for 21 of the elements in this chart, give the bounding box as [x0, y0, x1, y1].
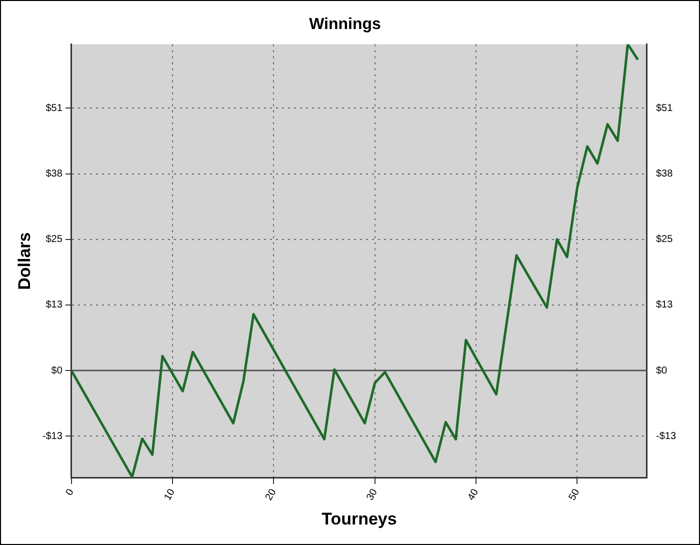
y2-tick-label: $13: [656, 300, 674, 311]
x-tick-label: 0: [64, 486, 77, 498]
chart-title: Winnings: [309, 16, 382, 34]
y2-tick-label: -$13: [656, 430, 676, 442]
y2-tick-label: $51: [656, 102, 674, 114]
y2-tick-label: $38: [656, 168, 674, 180]
x-tick-label: 20: [264, 486, 279, 502]
y-tick-label: $0: [51, 365, 63, 376]
x-axis-title: Tourneys: [322, 509, 397, 528]
x-tick-label: 10: [162, 486, 178, 502]
y-tick-label: $13: [46, 300, 63, 311]
y-tick-label: $51: [46, 102, 63, 114]
y-axis-title: Dollars: [14, 232, 34, 290]
y2-tick-label: $25: [656, 234, 674, 246]
x-tick-label: 30: [364, 486, 380, 502]
x-tick-label: 50: [567, 486, 582, 502]
y2-tick-label: $0: [656, 365, 668, 376]
y-tick-label: $38: [46, 168, 63, 180]
y-tick-label: -$13: [42, 430, 63, 442]
y-tick-label: $25: [46, 234, 63, 246]
x-tick-label: 40: [466, 486, 482, 502]
